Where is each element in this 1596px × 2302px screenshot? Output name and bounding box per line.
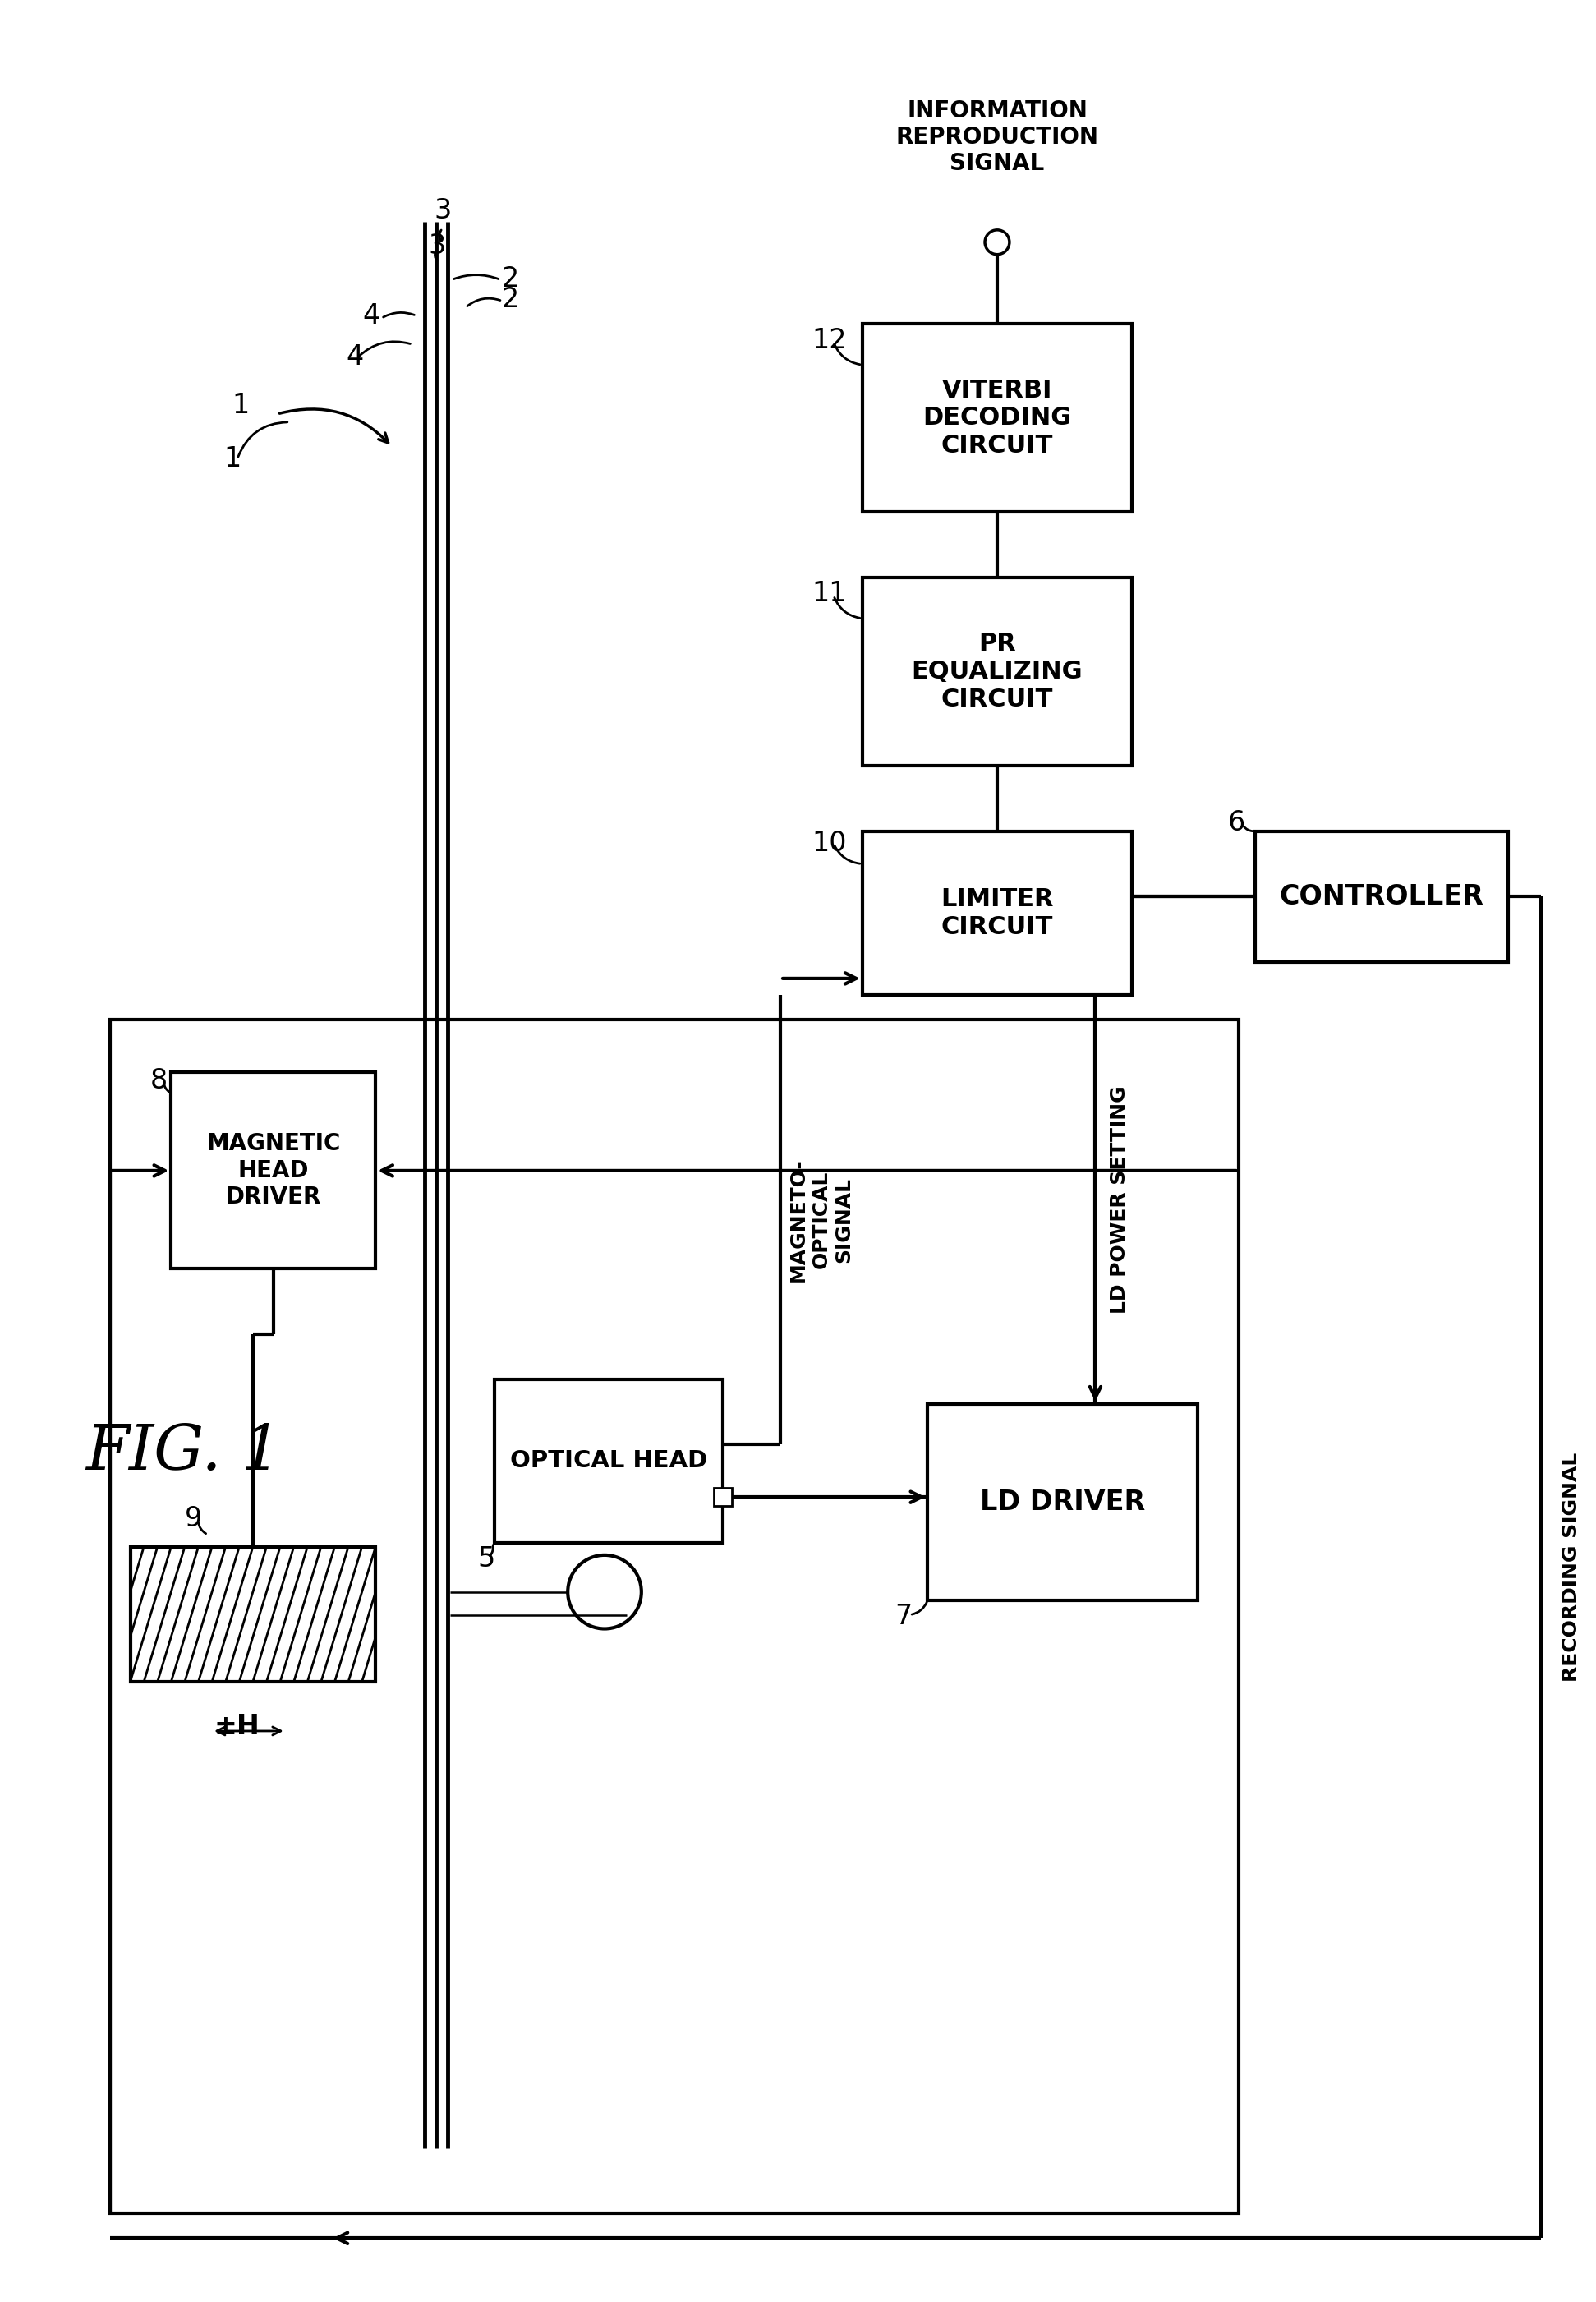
Text: FIG. 1: FIG. 1 [85,1423,281,1482]
Text: VITERBI
DECODING
CIRCUIT: VITERBI DECODING CIRCUIT [922,378,1071,458]
FancyBboxPatch shape [862,325,1132,511]
Text: 3: 3 [428,233,445,260]
Text: 5: 5 [477,1545,495,1572]
Text: MAGNETIC
HEAD
DRIVER: MAGNETIC HEAD DRIVER [206,1133,340,1209]
FancyBboxPatch shape [927,1404,1197,1600]
FancyBboxPatch shape [495,1379,723,1542]
FancyBboxPatch shape [171,1073,375,1268]
FancyBboxPatch shape [862,578,1132,767]
Text: LD POWER SETTING: LD POWER SETTING [1111,1084,1130,1314]
FancyBboxPatch shape [713,1487,733,1506]
Text: 4: 4 [362,302,380,329]
Text: 4: 4 [346,343,364,371]
Text: OPTICAL HEAD: OPTICAL HEAD [511,1450,707,1473]
Text: 7: 7 [894,1602,911,1630]
Text: LD DRIVER: LD DRIVER [980,1489,1146,1515]
Text: RECORDING SIGNAL: RECORDING SIGNAL [1561,1453,1582,1683]
Text: 9: 9 [185,1506,203,1531]
Text: 12: 12 [812,327,847,355]
Text: 8: 8 [150,1068,168,1093]
Text: ±H: ±H [214,1713,260,1740]
Text: INFORMATION
REPRODUCTION
SIGNAL: INFORMATION REPRODUCTION SIGNAL [895,99,1098,175]
Text: 2: 2 [501,265,519,292]
Text: 3: 3 [434,198,452,223]
FancyBboxPatch shape [862,831,1132,994]
FancyBboxPatch shape [131,1547,375,1683]
Text: 10: 10 [812,829,847,856]
Text: LIMITER
CIRCUIT: LIMITER CIRCUIT [940,886,1053,939]
Text: CONTROLLER: CONTROLLER [1280,884,1484,909]
Text: 6: 6 [1227,810,1245,836]
FancyBboxPatch shape [1254,831,1508,962]
Text: 2: 2 [501,285,519,313]
Text: PR
EQUALIZING
CIRCUIT: PR EQUALIZING CIRCUIT [911,633,1082,711]
Text: 11: 11 [812,580,847,608]
Text: 1: 1 [223,444,241,472]
Text: 1: 1 [231,391,249,419]
Text: MAGNETO-
OPTICAL
SIGNAL: MAGNETO- OPTICAL SIGNAL [788,1158,854,1282]
